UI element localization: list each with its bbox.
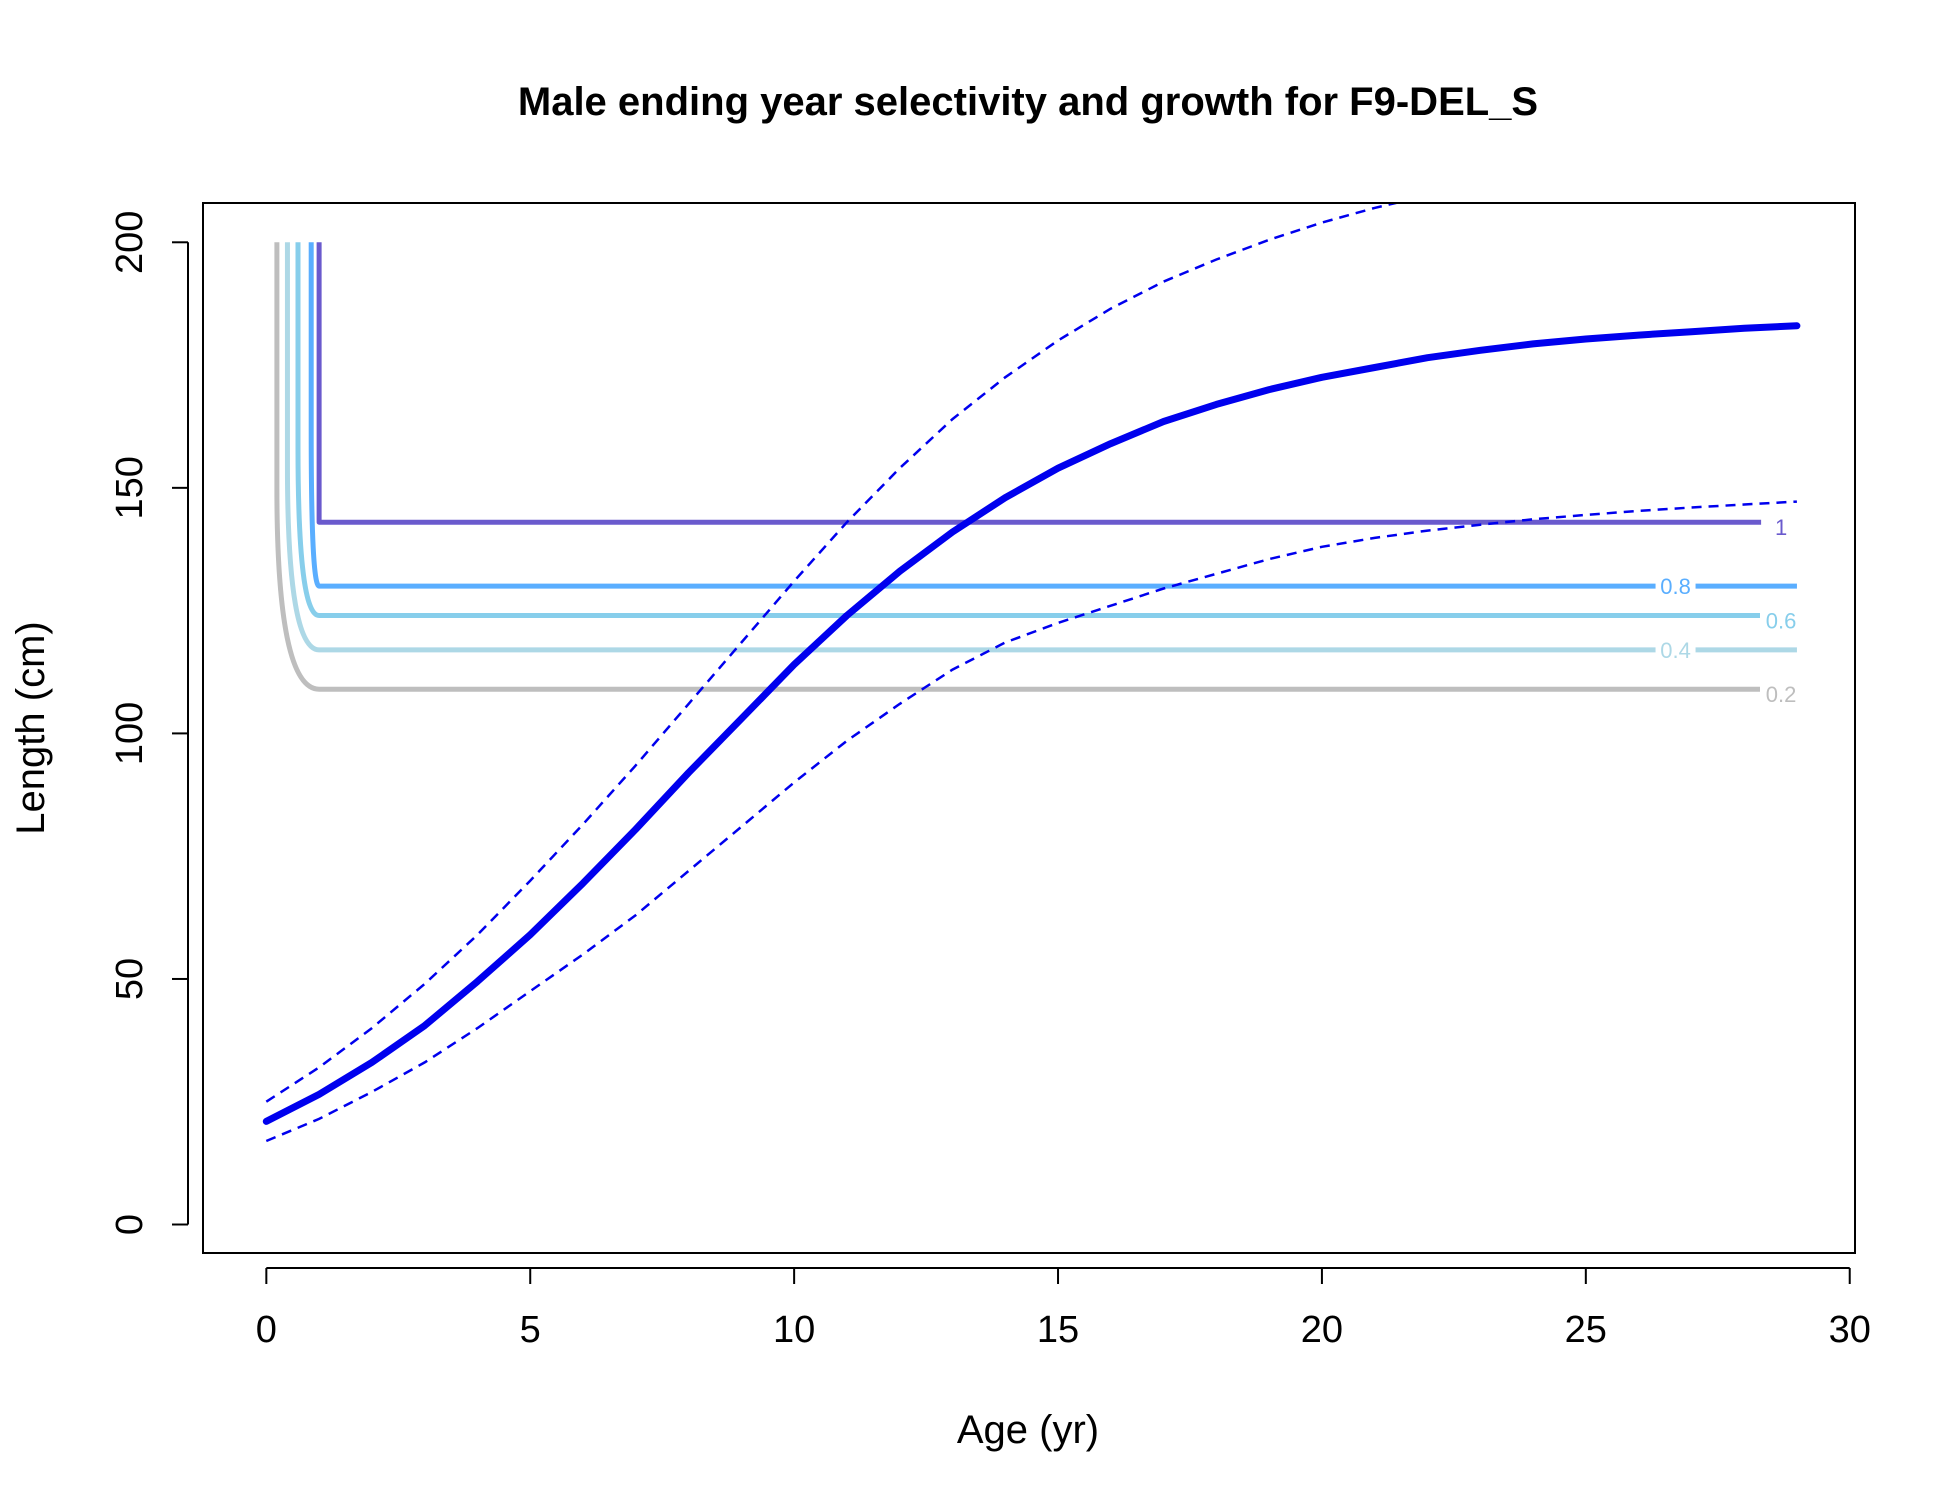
y-tick-label: 200 [109,211,151,274]
x-axis-label: Age (yr) [957,1408,1099,1452]
contour-label: 0.8 [1660,574,1691,599]
y-tick-label: 50 [109,958,151,1000]
y-axis: 0 50 100 150 200 [109,211,188,1235]
x-tick-label: 15 [1037,1309,1079,1351]
contour-label: 0.6 [1766,608,1797,633]
growth-lower-interval-line [266,502,1797,1141]
y-tick-label: 100 [109,702,151,765]
y-tick-label: 150 [109,456,151,519]
y-axis-label: Length (cm) [9,621,53,834]
contour-line [287,242,1796,650]
x-tick-label: 10 [773,1309,815,1351]
contour-line [298,242,1760,615]
growth-curves [266,198,1797,1141]
contour-label: 1 [1775,515,1787,540]
x-tick-label: 0 [256,1309,277,1351]
plot-frame [203,203,1855,1253]
x-tick-label: 5 [520,1309,541,1351]
x-tick-label: 25 [1565,1309,1607,1351]
contour-label: 0.2 [1766,682,1797,707]
contour-label: 0.4 [1660,638,1691,663]
chart-canvas: Male ending year selectivity and growth … [0,0,1950,1500]
x-tick-label: 20 [1301,1309,1343,1351]
selectivity-contours: 1 0.8 0.6 0.4 0.2 [277,242,1801,707]
y-tick-label: 0 [109,1214,151,1235]
x-axis: 0 5 10 15 20 25 30 [256,1268,1871,1351]
x-tick-label: 30 [1829,1309,1871,1351]
contour-line [311,242,1797,586]
growth-mean-line [266,326,1797,1122]
contour-line [277,242,1760,689]
chart-title: Male ending year selectivity and growth … [518,80,1538,124]
